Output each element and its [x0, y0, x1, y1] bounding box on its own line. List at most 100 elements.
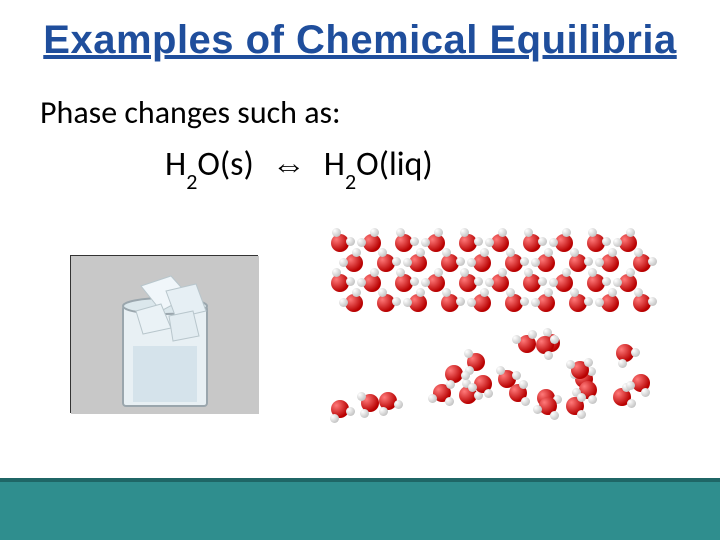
hydrogen-atom — [421, 238, 430, 247]
product-element: H — [324, 144, 345, 185]
hydrogen-atom — [379, 407, 388, 416]
hydrogen-atom — [584, 257, 593, 266]
hydrogen-atom — [467, 298, 476, 307]
hydrogen-atom — [330, 414, 339, 423]
hydrogen-atom — [468, 383, 477, 392]
hydrogen-atom — [332, 268, 341, 277]
hydrogen-atom — [524, 268, 533, 277]
hydrogen-atom — [394, 400, 403, 409]
beaker-svg — [71, 256, 259, 414]
reactant-subscript: 2 — [186, 168, 197, 195]
slide-title: Examples of Chemical Equilibria — [0, 0, 720, 63]
hydrogen-atom — [339, 298, 348, 307]
hydrogen-atom — [346, 407, 355, 416]
hydrogen-atom — [428, 394, 437, 403]
hydrogen-atom — [618, 359, 627, 368]
hydrogen-atom — [648, 297, 657, 306]
hydrogen-atom — [584, 358, 593, 367]
hydrogen-atom — [467, 258, 476, 267]
product-state: O(liq) — [356, 144, 433, 185]
hydrogen-atom — [627, 399, 636, 408]
hydrogen-atom — [577, 393, 586, 402]
hydrogen-atom — [584, 297, 593, 306]
hydrogen-atom — [474, 277, 483, 286]
hydrogen-atom — [410, 277, 419, 286]
hydrogen-atom — [484, 389, 493, 398]
hydrogen-atom — [456, 297, 465, 306]
reactant-element: H — [165, 144, 186, 185]
hydrogen-atom — [602, 237, 611, 246]
hydrogen-atom — [595, 258, 604, 267]
product-species: H2O(liq) — [324, 144, 433, 189]
hydrogen-atom — [626, 381, 635, 390]
hydrogen-atom — [421, 278, 430, 287]
hydrogen-atom — [520, 257, 529, 266]
water-molecules-diagram — [320, 235, 690, 435]
hydrogen-atom — [456, 257, 465, 266]
hydrogen-atom — [346, 277, 355, 286]
hydrogen-atom — [403, 258, 412, 267]
hydrogen-atom — [595, 298, 604, 307]
hydrogen-atom — [631, 348, 640, 357]
hydrogen-atom — [446, 380, 455, 389]
hydrogen-atom — [531, 298, 540, 307]
beaker-ice-image — [70, 255, 258, 413]
subtitle-text: Phase changes such as: — [40, 93, 720, 132]
hydrogen-atom — [634, 288, 643, 297]
hydrogen-atom — [588, 228, 597, 237]
hydrogen-atom — [496, 366, 505, 375]
hydrogen-atom — [460, 228, 469, 237]
hydrogen-atom — [506, 288, 515, 297]
hydrogen-atom — [549, 238, 558, 247]
hydrogen-atom — [588, 395, 597, 404]
hydrogen-atom — [485, 278, 494, 287]
hydrogen-atom — [602, 277, 611, 286]
hydrogen-atom — [396, 268, 405, 277]
reactant-species: H2O(s) — [165, 144, 254, 189]
figures-region — [0, 235, 720, 435]
hydrogen-atom — [346, 237, 355, 246]
hydrogen-atom — [544, 351, 553, 360]
hydrogen-atom — [538, 237, 547, 246]
hydrogen-atom — [531, 258, 540, 267]
hydrogen-atom — [613, 278, 622, 287]
hydrogen-atom — [474, 237, 483, 246]
hydrogen-atom — [524, 228, 533, 237]
equilibrium-arrow-icon: ⇔ — [272, 146, 306, 187]
hydrogen-atom — [613, 238, 622, 247]
hydrogen-atom — [549, 278, 558, 287]
hydrogen-atom — [378, 248, 387, 257]
hydrogen-atom — [538, 277, 547, 286]
product-subscript: 2 — [345, 168, 356, 195]
hydrogen-atom — [519, 380, 528, 389]
hydrogen-atom — [357, 238, 366, 247]
equation: H2O(s) ⇔ H2O(liq) — [165, 144, 720, 189]
hydrogen-atom — [396, 228, 405, 237]
slide-footer-bar — [0, 478, 720, 540]
hydrogen-atom — [550, 411, 559, 420]
hydrogen-atom — [641, 388, 650, 397]
hydrogen-atom — [520, 297, 529, 306]
hydrogen-atom — [460, 268, 469, 277]
hydrogen-atom — [410, 237, 419, 246]
reactant-state: O(s) — [197, 144, 253, 185]
hydrogen-atom — [506, 248, 515, 257]
hydrogen-atom — [392, 297, 401, 306]
hydrogen-atom — [521, 397, 530, 406]
hydrogen-atom — [445, 397, 454, 406]
hydrogen-atom — [570, 288, 579, 297]
hydrogen-atom — [360, 409, 369, 418]
hydrogen-atom — [648, 257, 657, 266]
hydrogen-atom — [570, 248, 579, 257]
hydrogen-atom — [403, 298, 412, 307]
hydrogen-atom — [392, 257, 401, 266]
hydrogen-atom — [461, 371, 470, 380]
hydrogen-atom — [528, 330, 537, 339]
hydrogen-atom — [442, 288, 451, 297]
hydrogen-atom — [442, 248, 451, 257]
hydrogen-atom — [512, 371, 521, 380]
hydrogen-atom — [588, 268, 597, 277]
hydrogen-atom — [378, 288, 387, 297]
hydrogen-atom — [332, 228, 341, 237]
hydrogen-atom — [634, 248, 643, 257]
